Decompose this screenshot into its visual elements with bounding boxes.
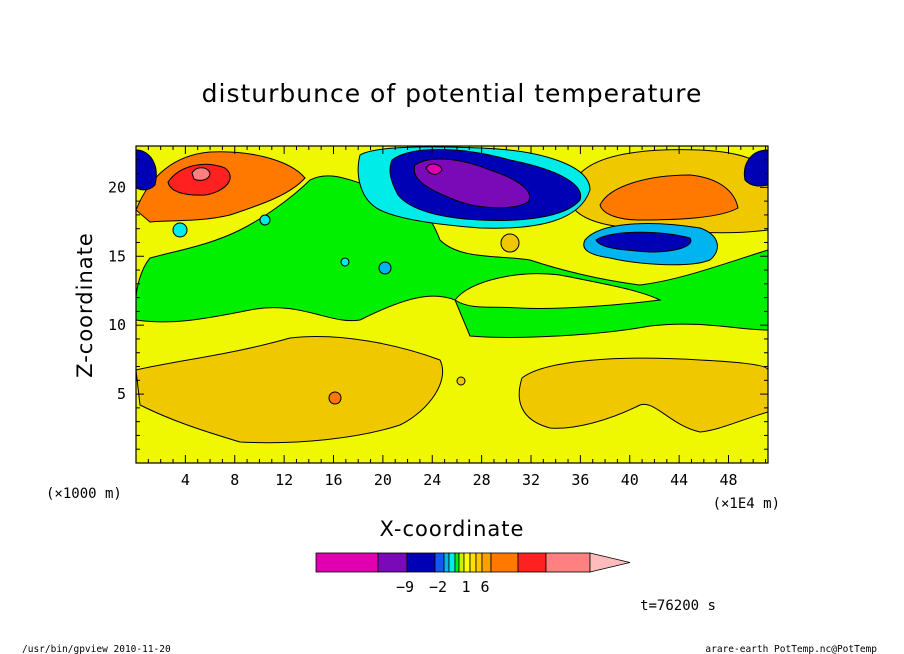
colorbar-segment xyxy=(517,552,547,573)
x-tick-label: 24 xyxy=(423,471,441,489)
colorbar-segment xyxy=(448,552,456,573)
colorbar-label: 1 xyxy=(461,578,470,596)
lower-left-warm-region xyxy=(136,336,444,444)
x-axis-unit-right: (×1E4 m) xyxy=(713,496,780,512)
colorbar-segment xyxy=(454,552,460,573)
yellow-intrusion xyxy=(454,273,662,309)
x-tick-label: 20 xyxy=(374,471,392,489)
upper-cold-min xyxy=(425,163,443,175)
small-cold-cell xyxy=(340,257,350,267)
chart-title: disturbunce of potential temperature xyxy=(202,79,703,108)
x-tick-label: 40 xyxy=(621,471,639,489)
x-tick-label: 32 xyxy=(522,471,540,489)
left-edge-cold-region xyxy=(136,149,157,191)
x-tick-label: 8 xyxy=(230,471,239,489)
colorbar-segment xyxy=(481,552,492,573)
right-cold-core xyxy=(595,231,692,253)
x-tick-label: 4 xyxy=(181,471,190,489)
colorbar-segment xyxy=(490,552,519,573)
colorbar xyxy=(315,552,631,573)
y-axis-label: Z-coordinate xyxy=(73,232,97,378)
x-tick-label: 12 xyxy=(275,471,293,489)
colorbar-label: −9 xyxy=(396,578,414,596)
colorbar-segment xyxy=(443,552,450,573)
x-axis-ticks: 4 8 12 16 20 24 28 32 36 40 44 48 xyxy=(147,146,767,489)
small-cold-cell xyxy=(378,261,392,275)
lower-right-warm-region xyxy=(518,357,768,433)
small-cold-cell xyxy=(259,214,271,226)
upper-left-max xyxy=(191,167,211,181)
small-warm-cell xyxy=(500,233,520,253)
plot-area xyxy=(136,146,768,463)
small-cold-cell xyxy=(172,222,188,238)
colorbar-segment xyxy=(463,552,471,573)
small-warm-cell xyxy=(456,376,466,386)
upper-right-warm-core xyxy=(599,174,739,221)
right-edge-cold-region xyxy=(743,149,768,187)
colorbar-label: −2 xyxy=(429,578,447,596)
x-tick-label: 48 xyxy=(719,471,737,489)
colorbar-segment xyxy=(377,552,408,573)
x-tick-label: 28 xyxy=(473,471,491,489)
time-label: t=76200 s xyxy=(640,598,716,614)
colorbar-labels: −9 −2 1 6 xyxy=(396,578,490,596)
y-axis-ticks: 5 10 15 20 xyxy=(108,159,768,450)
colorbar-segment xyxy=(475,552,483,573)
y-tick-label: 5 xyxy=(117,385,126,403)
small-warm-cell xyxy=(328,391,342,405)
upper-cold-core xyxy=(413,158,531,209)
y-tick-label: 10 xyxy=(108,316,126,334)
plot-frame xyxy=(135,145,769,464)
x-axis-unit-left: (×1000 m) xyxy=(46,486,122,502)
x-tick-label: 16 xyxy=(324,471,342,489)
colorbar-segment xyxy=(406,552,436,573)
colorbar-extend-arrow xyxy=(589,552,631,573)
y-tick-label: 20 xyxy=(108,178,126,196)
colorbar-label: 6 xyxy=(480,578,489,596)
footer-right: arare-earth_PotTemp.nc@PotTemp xyxy=(705,644,877,654)
x-tick-label: 36 xyxy=(571,471,589,489)
colorbar-segment xyxy=(434,552,445,573)
x-tick-label: 44 xyxy=(670,471,688,489)
colorbar-segment xyxy=(545,552,591,573)
x-axis-label: X-coordinate xyxy=(380,517,525,541)
colorbar-segment xyxy=(315,552,379,573)
y-tick-label: 15 xyxy=(108,247,126,265)
colorbar-segment xyxy=(458,552,465,573)
footer-left: /usr/bin/gpview 2010-11-20 xyxy=(22,644,171,654)
colorbar-segment xyxy=(469,552,477,573)
